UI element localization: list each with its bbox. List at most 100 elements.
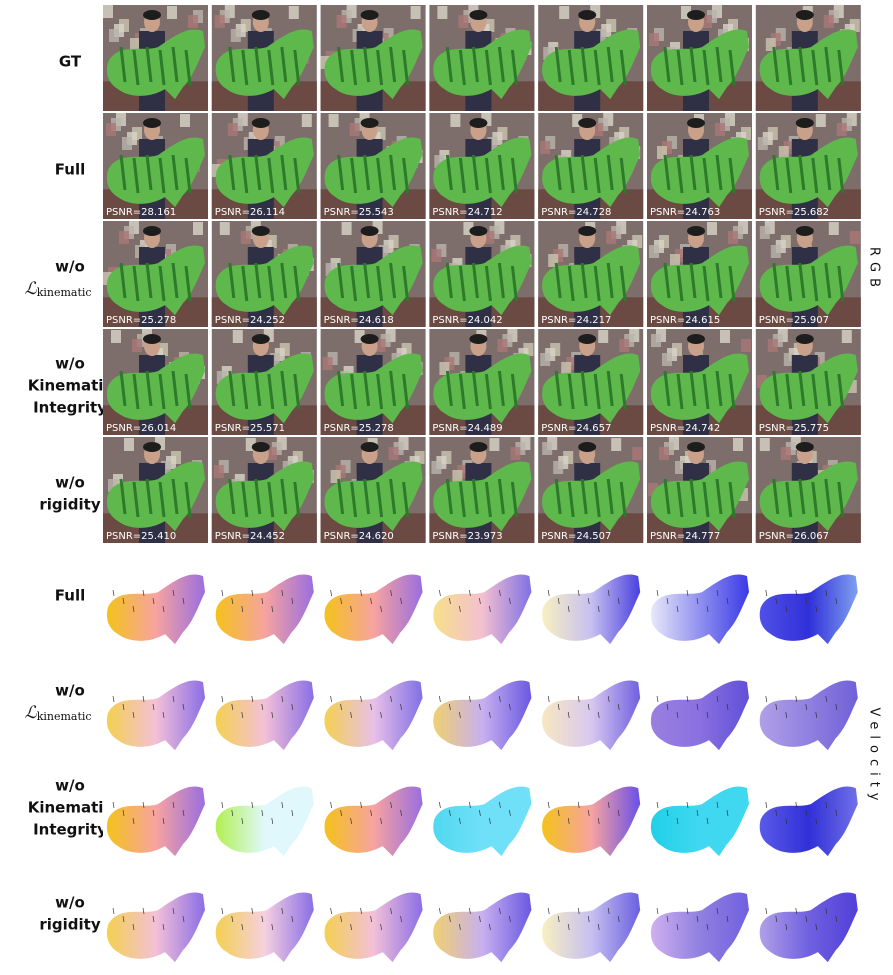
psnr-label: PSNR=26.014 (106, 423, 176, 434)
math-symbol: ℒ (24, 279, 37, 299)
rgb-image (212, 113, 317, 219)
velocity-image (429, 868, 534, 972)
psnr-label: PSNR=25.775 (759, 423, 829, 434)
psnr-label: PSNR=24.777 (650, 531, 720, 542)
figure: GTFullPSNR=28.161PSNR=26.114PSNR=25.543P… (0, 0, 893, 975)
rgb-image (756, 329, 861, 435)
row-label: Kinematic (28, 799, 113, 817)
row-label: w/o (55, 355, 85, 373)
rgb-image (756, 5, 861, 111)
row-label: Integrity (33, 821, 107, 839)
rgb-image (321, 5, 426, 111)
velocity-image (103, 550, 208, 654)
rgb-image (647, 329, 752, 435)
rgb-image (321, 113, 426, 219)
rgb-image (103, 113, 208, 219)
velocity-image (103, 868, 208, 972)
rgb-image (538, 329, 643, 435)
psnr-label: PSNR=24.507 (541, 531, 611, 542)
row-label: Integrity (33, 399, 107, 417)
velocity-image (212, 868, 317, 972)
psnr-label: PSNR=24.712 (432, 207, 502, 218)
psnr-label: PSNR=24.452 (215, 531, 285, 542)
rgb-image (538, 221, 643, 327)
psnr-label: PSNR=25.682 (759, 207, 829, 218)
velocity-image (647, 550, 752, 654)
psnr-label: PSNR=23.973 (432, 531, 502, 542)
psnr-label: PSNR=25.410 (106, 531, 176, 542)
psnr-label: PSNR=24.615 (650, 315, 720, 326)
velocity-image (103, 762, 208, 866)
rgb-image (212, 221, 317, 327)
row-label: w/o (55, 894, 85, 912)
rgb-image (429, 5, 534, 111)
velocity-image (647, 656, 752, 760)
psnr-label: PSNR=25.543 (324, 207, 394, 218)
rgb-image (429, 437, 534, 543)
row-label: w/o (55, 474, 85, 492)
rgb-image (212, 5, 317, 111)
velocity-image (756, 868, 861, 972)
rgb-image (212, 437, 317, 543)
psnr-label: PSNR=25.278 (324, 423, 394, 434)
rgb-image (647, 5, 752, 111)
row-label-math: ℒkinematic (24, 703, 91, 724)
rgb-image (212, 329, 317, 435)
rgb-image (647, 221, 752, 327)
psnr-label: PSNR=25.907 (759, 315, 829, 326)
velocity-image (429, 656, 534, 760)
row-label: w/o (55, 258, 85, 276)
velocity-image (756, 762, 861, 866)
velocity-image (212, 656, 317, 760)
velocity-image (647, 868, 752, 972)
rgb-image (647, 113, 752, 219)
velocity-image (103, 656, 208, 760)
velocity-image (647, 762, 752, 866)
rgb-image (429, 329, 534, 435)
rgb-image (321, 221, 426, 327)
rgb-image (103, 5, 208, 111)
rgb-image (538, 437, 643, 543)
math-symbol: ℒ (24, 703, 37, 723)
psnr-label: PSNR=24.042 (432, 315, 502, 326)
velocity-image (321, 762, 426, 866)
psnr-label: PSNR=26.114 (215, 207, 285, 218)
rgb-image (103, 437, 208, 543)
rgb-image (538, 5, 643, 111)
row-label-math: ℒkinematic (24, 279, 91, 300)
rgb-image (756, 221, 861, 327)
velocity-image (756, 550, 861, 654)
velocity-image (429, 762, 534, 866)
velocity-image (212, 550, 317, 654)
rgb-image (756, 113, 861, 219)
psnr-label: PSNR=24.742 (650, 423, 720, 434)
psnr-label: PSNR=24.489 (432, 423, 502, 434)
psnr-label: PSNR=24.620 (324, 531, 394, 542)
row-label: Full (55, 587, 85, 605)
velocity-image (321, 656, 426, 760)
rgb-image (756, 437, 861, 543)
rgb-image (429, 221, 534, 327)
row-label: w/o (55, 682, 85, 700)
side-label: RGB (867, 247, 882, 293)
side-label: Velocity (867, 708, 882, 807)
velocity-image (321, 550, 426, 654)
math-subscript: kinematic (37, 286, 92, 299)
psnr-label: PSNR=24.217 (541, 315, 611, 326)
psnr-label: PSNR=24.657 (541, 423, 611, 434)
rgb-image (321, 329, 426, 435)
row-label: Kinematic (28, 377, 113, 395)
psnr-label: PSNR=24.252 (215, 315, 285, 326)
psnr-label: PSNR=24.618 (324, 315, 394, 326)
velocity-image (429, 550, 534, 654)
row-label: rigidity (39, 916, 100, 934)
math-subscript: kinematic (37, 710, 92, 723)
rgb-image (321, 437, 426, 543)
velocity-image (538, 762, 643, 866)
row-label: rigidity (39, 496, 100, 514)
psnr-label: PSNR=24.763 (650, 207, 720, 218)
psnr-label: PSNR=25.278 (106, 315, 176, 326)
psnr-label: PSNR=25.571 (215, 423, 285, 434)
psnr-label: PSNR=28.161 (106, 207, 176, 218)
rgb-image (429, 113, 534, 219)
